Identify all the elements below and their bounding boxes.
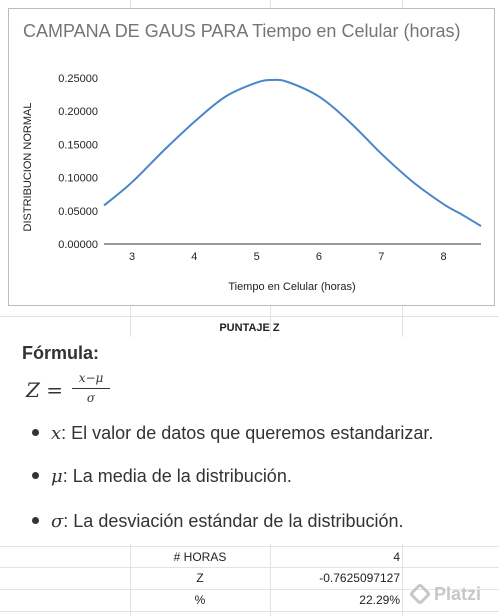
table-row-value[interactable]: 22.29% bbox=[359, 593, 400, 607]
formula-bullet: μ: La media de la distribución. bbox=[32, 466, 292, 487]
y-tick-label: 0.25000 bbox=[58, 73, 98, 85]
bullet-symbol: μ bbox=[51, 466, 63, 487]
chart-svg: 0.00000 0.05000 0.10000 0.15000 0.20000 0.250… bbox=[22, 73, 482, 293]
bullet-symbol: σ bbox=[51, 511, 64, 532]
x-tick-label: 6 bbox=[316, 251, 322, 263]
bullet-text: : La desviación estándar de la distribuc… bbox=[63, 511, 404, 531]
y-tick-label: 0.00000 bbox=[58, 239, 98, 251]
bullet-dot-icon bbox=[32, 428, 39, 436]
formula-image: Fórmula: Z = x−μ σ x: El valor de datos … bbox=[0, 337, 499, 544]
table-row-label[interactable]: # HORAS bbox=[173, 550, 227, 564]
x-tick-label: 7 bbox=[378, 251, 384, 263]
formula-denominator: σ bbox=[86, 391, 96, 405]
x-tick-label: 8 bbox=[441, 251, 447, 263]
formula-fraction: x−μ σ bbox=[72, 371, 110, 406]
table-row-label[interactable]: % bbox=[194, 593, 206, 607]
table-row-value[interactable]: -0.7625097127 bbox=[319, 571, 400, 585]
y-tick-label: 0.05000 bbox=[58, 206, 98, 218]
formula-lhs: Z = bbox=[26, 378, 64, 402]
x-tick-label: 5 bbox=[254, 251, 260, 263]
x-axis-ticks: 3 4 5 6 7 8 bbox=[129, 251, 447, 263]
formula-label: Fórmula: bbox=[22, 343, 100, 363]
y-tick-label: 0.15000 bbox=[58, 139, 98, 151]
bullet-text: : La media de la distribución. bbox=[62, 466, 292, 486]
bullet-dot-icon bbox=[32, 471, 39, 479]
formula-bullet: σ: La desviación estándar de la distribu… bbox=[32, 511, 404, 532]
y-tick-label: 0.20000 bbox=[58, 106, 98, 118]
y-axis-ticks: 0.00000 0.05000 0.10000 0.15000 0.20000 0.250… bbox=[58, 73, 98, 251]
x-axis-title: Tiempo en Celular (horas) bbox=[228, 281, 355, 293]
formula-bullet: x: El valor de datos que queremos estand… bbox=[32, 423, 433, 444]
series-line bbox=[103, 78, 482, 227]
x-tick-label: 3 bbox=[129, 251, 135, 263]
x-tick-label: 4 bbox=[191, 251, 197, 263]
y-axis-title: DISTRIBUCION NORMAL bbox=[22, 103, 34, 232]
y-tick-label: 0.10000 bbox=[58, 173, 98, 185]
bullet-text: : El valor de datos que queremos estanda… bbox=[61, 423, 434, 443]
formula-numerator: x−μ bbox=[78, 371, 104, 385]
platzi-logo-icon bbox=[408, 582, 432, 606]
chart-title: CAMPANA DE GAUS PARA Tiempo en Celular (… bbox=[23, 21, 461, 41]
table-row-value[interactable]: 4 bbox=[393, 550, 400, 564]
section-header: PUNTAJE Z bbox=[219, 322, 280, 334]
platzi-watermark: Platzi bbox=[408, 582, 482, 606]
bullet-dot-icon bbox=[32, 516, 39, 524]
chart-card[interactable]: CAMPANA DE GAUS PARA Tiempo en Celular (… bbox=[8, 8, 495, 306]
table-row-label[interactable]: Z bbox=[196, 571, 204, 585]
bullet-symbol: x bbox=[51, 423, 62, 444]
watermark-text: Platzi bbox=[434, 584, 482, 604]
